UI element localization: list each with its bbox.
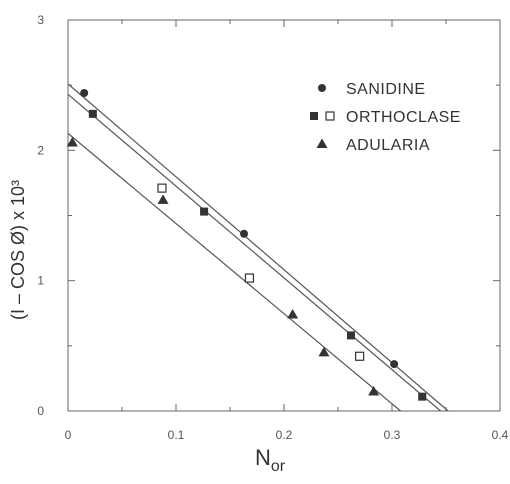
legend-label: SANIDINE [346,81,426,98]
data-points [66,88,427,401]
point-square-filled [346,331,355,340]
point-triangle-filled [157,194,169,204]
legend-marker-triangle-filled [316,138,328,148]
y-tick-label: 0 [37,404,44,418]
point-triangle-filled [318,346,330,357]
legend-marker-circle-filled [318,84,326,92]
point-square-filled [418,392,427,401]
y-tick-label: 2 [37,143,44,157]
point-square-open [355,351,365,361]
x-tick-labels: 0 0.1 0.2 0.3 0.4 [65,428,509,442]
point-triangle-filled [287,309,299,319]
fit-line-0 [67,83,449,412]
point-square-open [244,273,255,283]
fit-line-2 [67,132,402,412]
legend-marker-square-filled [310,112,318,120]
y-tick-label: 1 [37,274,44,288]
x-axis-label-sub: or [271,458,286,475]
legend-marker-square-open [325,111,335,121]
x-tick-label: 0 [65,428,72,442]
x-tick-label: 0.4 [492,428,509,442]
y-tick-labels: 0 1 2 3 [37,13,44,418]
fit-lines [67,83,449,412]
point-square-filled [200,207,209,216]
x-tick-label: 0.3 [384,428,401,442]
x-tick-label: 0.1 [168,428,185,442]
x-axis-label: Nor [255,445,286,475]
point-triangle-filled [66,137,78,147]
fit-line-1 [67,93,441,412]
plot-area [66,19,501,412]
x-tick-label: 0.2 [276,428,293,442]
y-axis-ticks [68,19,500,412]
legend: SANIDINE ORTHOCLASE ADULARIA [310,81,461,154]
point-triangle-filled [368,385,380,396]
y-tick-label: 3 [37,13,44,27]
point-square-open [157,183,167,193]
point-circle-filled [390,360,399,369]
legend-label: ORTHOCLASE [346,109,461,126]
point-square-filled [88,109,97,118]
point-circle-filled [80,88,89,97]
legend-label: ADULARIA [346,137,430,154]
y-axis-label: (I – COS Ø) x 10³ [8,180,28,320]
x-axis-ticks [67,20,501,411]
plot-frame [67,19,501,412]
point-circle-filled [240,229,249,238]
x-axis-label-main: N [255,445,271,470]
